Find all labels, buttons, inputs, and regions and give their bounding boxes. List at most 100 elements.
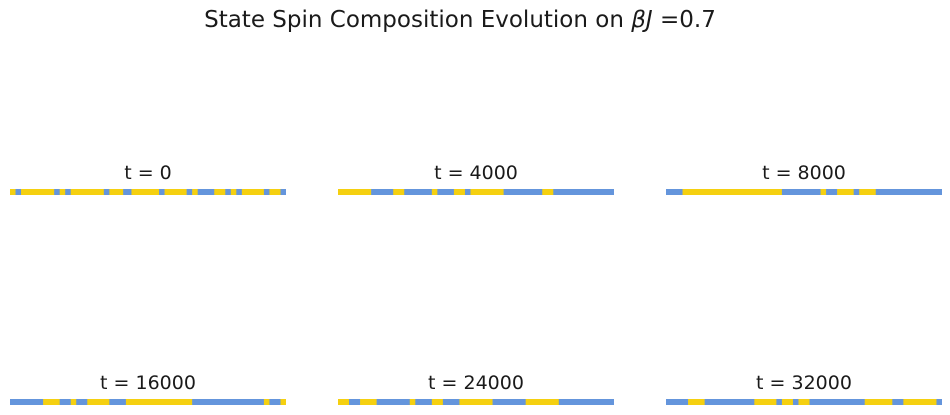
spin-up-segment [43, 399, 60, 405]
spin-down-segment [781, 189, 821, 195]
spin-down-segment [666, 399, 689, 405]
spin-down-segment [437, 189, 455, 195]
panel-t0: t = 0 [10, 162, 286, 202]
spin-up-segment [798, 399, 810, 405]
spin-down-segment [558, 399, 614, 405]
spin-down-segment [826, 189, 838, 195]
title-j-symbol: J [645, 7, 653, 33]
spin-up-segment [263, 399, 270, 405]
spin-down-segment [376, 399, 411, 405]
spin-up-segment [131, 189, 160, 195]
spin-down-segment [776, 399, 783, 405]
spin-up-segment [269, 189, 281, 195]
spin-down-segment [192, 399, 265, 405]
spin-up-segment [280, 399, 286, 405]
spin-strip [10, 399, 286, 405]
spin-up-segment [338, 399, 350, 405]
spin-down-segment [15, 189, 22, 195]
spin-up-segment [192, 189, 198, 195]
panel-t8000: t = 8000 [666, 162, 942, 202]
panel-title: t = 8000 [762, 162, 846, 184]
spin-strip [338, 189, 614, 195]
spin-up-segment [87, 399, 110, 405]
spin-down-segment [54, 189, 60, 195]
spin-strip [338, 399, 614, 405]
spin-down-segment [76, 399, 88, 405]
spin-down-segment [892, 399, 904, 405]
panel-t32000: t = 32000 [666, 372, 942, 412]
spin-down-segment [415, 399, 433, 405]
spin-up-segment [125, 399, 193, 405]
spin-down-segment [704, 399, 755, 405]
spin-down-segment [464, 189, 471, 195]
spin-up-segment [21, 189, 55, 195]
spin-up-segment [688, 399, 705, 405]
spin-down-segment [65, 189, 72, 195]
spin-down-segment [875, 189, 942, 195]
spin-up-segment [360, 399, 377, 405]
panel-title: t = 32000 [756, 372, 852, 394]
spin-down-segment [280, 189, 286, 195]
spin-down-segment [404, 189, 433, 195]
spin-up-segment [214, 189, 226, 195]
spin-up-segment [59, 189, 66, 195]
spin-down-segment [809, 399, 866, 405]
spin-down-segment [269, 399, 281, 405]
spin-up-segment [864, 399, 893, 405]
spin-up-segment [164, 189, 187, 195]
spin-up-segment [338, 189, 372, 195]
spin-up-segment [230, 189, 237, 195]
spin-strip [666, 189, 942, 195]
spin-down-segment [553, 189, 614, 195]
spin-down-segment [666, 189, 683, 195]
title-text: State Spin Composition Evolution on [204, 7, 632, 33]
spin-up-segment [781, 399, 794, 405]
spin-down-segment [263, 189, 270, 195]
spin-up-segment [109, 189, 124, 195]
panel-title: t = 0 [124, 162, 172, 184]
spin-down-segment [503, 189, 543, 195]
spin-down-segment [236, 189, 243, 195]
spin-up-segment [241, 189, 265, 195]
spin-up-segment [470, 189, 504, 195]
spin-down-segment [936, 399, 942, 405]
spin-down-segment [103, 189, 110, 195]
spin-up-segment [431, 399, 444, 405]
panel-title: t = 24000 [428, 372, 524, 394]
spin-down-segment [853, 189, 860, 195]
spin-down-segment [225, 189, 232, 195]
spin-up-segment [859, 189, 877, 195]
spin-up-segment [820, 189, 827, 195]
chart-title: State Spin Composition Evolution on βJ =… [0, 7, 920, 33]
spin-up-segment [10, 189, 16, 195]
panel-t16000: t = 16000 [10, 372, 286, 412]
spin-down-segment [197, 189, 215, 195]
spin-strip [666, 399, 942, 405]
spin-up-segment [393, 189, 405, 195]
panel-t4000: t = 4000 [338, 162, 614, 202]
spin-down-segment [159, 189, 165, 195]
spin-strip [10, 189, 286, 195]
panel-t24000: t = 24000 [338, 372, 614, 412]
title-value: =0.7 [652, 7, 716, 33]
spin-down-segment [59, 399, 72, 405]
spin-up-segment [70, 189, 105, 195]
spin-up-segment [754, 399, 777, 405]
spin-up-segment [431, 189, 438, 195]
spin-up-segment [682, 189, 783, 195]
spin-down-segment [349, 399, 361, 405]
spin-down-segment [109, 399, 127, 405]
panel-title: t = 4000 [434, 162, 518, 184]
spin-down-segment [792, 399, 799, 405]
spin-down-segment [10, 399, 44, 405]
spin-up-segment [70, 399, 77, 405]
title-beta-symbol: β [631, 7, 646, 33]
spin-up-segment [453, 189, 466, 195]
spin-up-segment [837, 189, 854, 195]
spin-up-segment [459, 399, 493, 405]
spin-down-segment [492, 399, 526, 405]
spin-up-segment [903, 399, 937, 405]
spin-down-segment [123, 189, 132, 195]
spin-down-segment [371, 189, 394, 195]
spin-up-segment [542, 189, 554, 195]
